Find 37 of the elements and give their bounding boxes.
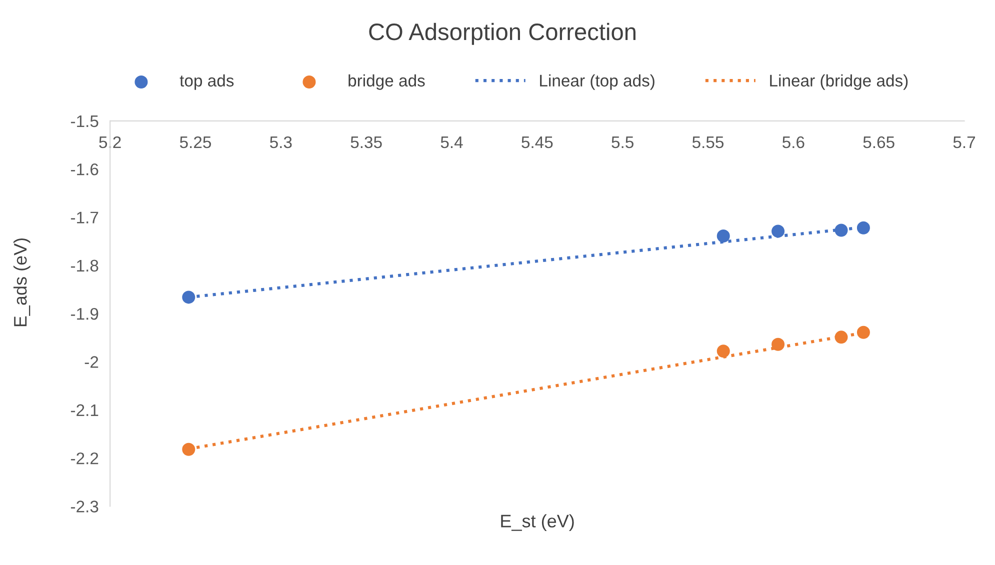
y-tick-label: -1.7	[70, 212, 98, 224]
point	[772, 338, 785, 351]
x-tick-label: 5.45	[522, 136, 553, 148]
point	[772, 224, 785, 238]
chart-title: CO Adsorption Correction	[369, 22, 636, 45]
x-tick-label: 5.6	[782, 136, 804, 148]
x-tick-label: 5.7	[953, 136, 976, 148]
legend-label: top ads	[180, 74, 234, 90]
legend-label: bridge ads	[348, 74, 425, 90]
point	[856, 326, 870, 339]
y-tick-label: -2.2	[70, 452, 98, 464]
y-axis-title: E_ads (eV)	[13, 238, 30, 326]
point	[716, 230, 730, 243]
x-tick-label: 5.5	[612, 136, 634, 148]
point	[182, 442, 196, 456]
y-tick-label: -1.9	[70, 308, 98, 320]
point	[834, 330, 848, 344]
x-tick-label: 5.35	[350, 136, 382, 148]
x-tick-label: 5.25	[180, 136, 211, 148]
y-tick-label: -1.6	[70, 163, 98, 176]
y-tick-label: -2.3	[70, 500, 98, 512]
y-tick-label: -1.5	[70, 115, 98, 128]
legend-label: Linear (bridge ads)	[770, 74, 908, 90]
x-tick-label: 5.2	[99, 136, 121, 148]
y-tick-label: -2.1	[70, 404, 98, 416]
x-tick-label: 5.3	[270, 136, 292, 148]
x-tick-label: 5.55	[692, 136, 724, 148]
point	[856, 221, 870, 234]
point	[182, 290, 196, 304]
x-tick-label: 5.4	[440, 136, 463, 148]
x-axis-title: E_st (eV)	[501, 514, 574, 532]
y-tick-label: -1.8	[70, 260, 98, 272]
point	[716, 344, 730, 358]
x-tick-label: 5.65	[863, 136, 894, 148]
y-tick-label: -2	[84, 356, 98, 368]
point	[834, 224, 848, 237]
legend-label: Linear (top ads)	[540, 74, 654, 90]
